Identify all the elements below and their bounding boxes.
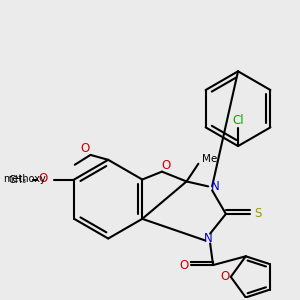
Text: O: O	[220, 270, 230, 284]
Text: CH₃: CH₃	[9, 175, 27, 184]
Text: O: O	[179, 259, 188, 272]
Text: S: S	[255, 207, 262, 220]
Text: O: O	[161, 159, 170, 172]
Text: O: O	[38, 172, 47, 185]
Text: N: N	[204, 232, 213, 245]
Text: N: N	[211, 180, 219, 193]
Text: O: O	[80, 142, 89, 154]
Text: Cl: Cl	[232, 114, 244, 127]
Text: methoxy: methoxy	[4, 173, 46, 184]
Text: Me: Me	[202, 154, 218, 164]
